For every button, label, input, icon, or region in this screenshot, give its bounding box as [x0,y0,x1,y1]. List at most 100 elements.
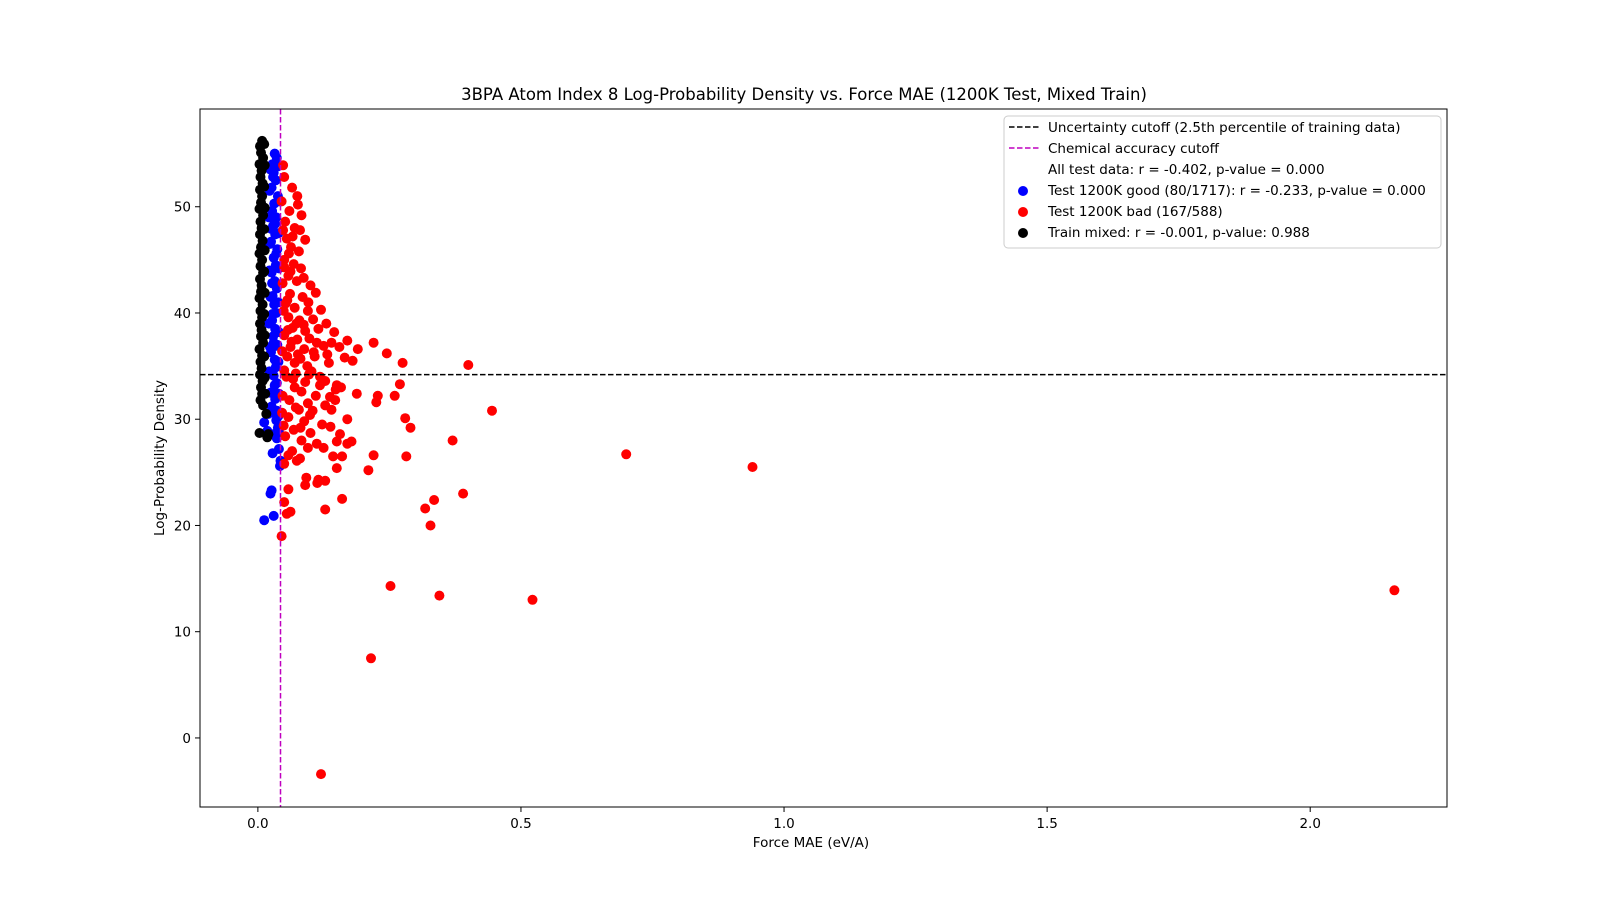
series-0-point [266,224,277,235]
y-tick-label: 30 [174,412,191,428]
series-1-point [342,438,353,449]
series-0-point [259,417,270,428]
series-2-point [263,429,274,440]
series-1-point [292,191,303,202]
series-1-point [320,475,331,486]
series-1-point [351,388,362,399]
series-1-point [405,422,416,433]
series-1-point [283,450,294,461]
series-2-point [261,408,272,419]
y-tick-label: 40 [174,306,191,322]
series-1-point [282,295,293,306]
series-1-point [463,360,474,370]
series-1-point [321,318,332,329]
series-0-point [263,318,274,329]
series-1-point [277,407,288,418]
legend-bad-label: Test 1200K bad (167/588) [1047,204,1223,220]
chart-title: 3BPA Atom Index 8 Log-Probability Densit… [461,85,1147,104]
series-0-point [268,510,279,521]
plot-area [200,109,1447,807]
series-1-point [291,318,302,329]
series-0-point [269,380,280,391]
series-1-point [310,287,321,298]
series-1-point [381,348,392,359]
series-1-point [389,390,400,401]
series-1-point [363,465,374,476]
series-1-point [284,206,295,216]
series-1-point [276,196,287,207]
series-1-point [300,377,311,387]
series-1-point [334,342,345,352]
series-1-point [296,263,306,274]
series-1-point [330,395,341,406]
series-0-point [268,172,279,182]
y-axis: 0 10 20 30 40 50 [174,200,200,747]
x-tick-label: 0.0 [247,816,268,832]
series-1-point [290,402,301,413]
series-1-point [371,397,382,408]
y-tick-label: 10 [174,625,191,641]
legend-all-test-label: All test data: r = -0.402, p-value = 0.0… [1048,162,1325,178]
x-axis-label: Force MAE (eV/A) [753,835,869,851]
series-2-point [259,139,270,150]
series-1-point [296,435,307,446]
series-2-point [259,181,270,192]
series-1-point [747,462,758,472]
series-0-point [265,488,276,499]
series-1-point [368,337,379,348]
x-tick-label: 0.5 [510,816,531,832]
series-1-point [300,480,311,491]
series-1-point [400,413,411,424]
series-1-point [385,581,396,591]
series-1-point [329,327,340,338]
series-1-point [331,436,342,447]
series-2-point [259,245,270,256]
series-0-point [271,248,282,259]
legend-train-label: Train mixed: r = -0.001, p-value: 0.988 [1047,225,1310,241]
series-1-point [276,531,287,542]
series-1-point [289,302,300,313]
series-0-point [259,515,270,526]
series-1-point [292,199,303,210]
axes-frame [199,108,1448,808]
legend-uncertainty-label: Uncertainty cutoff (2.5th percentile of … [1048,120,1401,136]
series-1-point [336,382,346,393]
series-1-point [342,414,353,425]
series-1-point [291,455,302,466]
series-1-point [308,347,319,358]
series-1-point [320,504,331,515]
x-tick-label: 1.0 [773,816,794,832]
series-2-point [259,160,270,171]
series-1-point [322,349,333,360]
series-1-point [487,405,497,416]
series-1-point [277,278,288,289]
series-1-point [289,357,300,368]
series-1-point [295,225,305,236]
series-2-point [259,351,270,362]
series-1-point [279,262,290,273]
series-1-point [447,435,458,446]
series-1-point [429,495,440,505]
series-1-point [277,346,288,357]
series-1-point [277,390,288,401]
series-1-point [1389,585,1400,596]
series-1-point [311,337,322,348]
series-2-point [259,224,270,235]
series-1-point [282,325,293,335]
series-1-point [279,458,290,469]
series-1-point [301,472,312,483]
series-1-point [303,297,314,308]
series-1-point [281,508,292,519]
series-1-point [287,231,298,242]
series-1-point [292,349,303,360]
x-tick-label: 2.0 [1299,816,1320,832]
series-1-point [317,419,328,430]
series-1-point [280,431,291,442]
series-1-point [313,323,324,334]
series-1-point [434,590,445,601]
series-1-point [326,337,337,348]
series-1-point [401,451,412,462]
series-1-point [337,493,348,504]
series-2-point [259,287,270,298]
y-tick-label: 0 [182,731,191,747]
